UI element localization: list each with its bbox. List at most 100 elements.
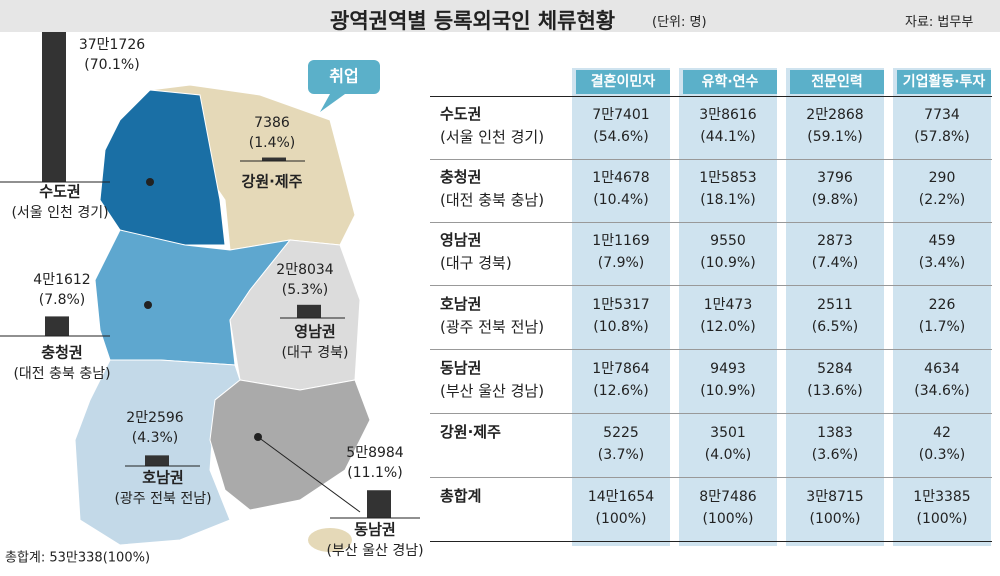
region-areas: (광주 전북 전남) [114,491,211,507]
marker [146,178,154,186]
source: 자료: 법무부 [905,15,974,30]
region-name: 수도권 [39,183,80,201]
region-value: 5만8984 [346,445,404,461]
region-name: 강원·제주 [242,173,303,191]
region-name: 동남권 [354,521,395,539]
cell-share: (100%) [595,511,647,527]
cell-value: 2511 [817,297,853,313]
row-areas: (서울 인천 경기) [440,128,545,146]
row-areas: (광주 전북 전남) [440,318,545,336]
cell-value: 1만5317 [592,297,650,313]
region-chungcheong [94,229,292,366]
row-name: 충청권 [440,168,482,186]
title: 광역권역별 등록외국인 체류현황 [330,9,616,33]
cell-value: 1383 [817,425,853,441]
tag-bubble [308,60,380,94]
row-name: 호남권 [440,295,482,313]
row-areas: (대구 경북) [440,254,512,272]
cell-value: 7만7401 [592,107,650,123]
region-areas: (부산 울산 경남) [326,543,423,559]
cell-share: (57.8%) [914,129,970,145]
cell-value: 4634 [924,361,960,377]
rule [430,159,992,160]
region-bar [367,490,391,518]
cell-value: 5225 [603,425,639,441]
jeju [308,528,352,552]
region-honam [74,359,241,546]
column-header: 전문인력 [790,70,884,94]
region-bar [42,32,66,182]
region-value: 2만8034 [276,262,334,278]
cell-share: (2.2%) [918,192,966,208]
region-bar [262,157,286,161]
cell-value: 5284 [817,361,853,377]
region-name: 영남권 [294,323,335,341]
region-dongnam [209,379,371,511]
cell-share: (0.3%) [918,447,966,463]
cell-share: (100%) [916,511,968,527]
row-name: 총합계 [440,487,482,505]
region-share: (7.8%) [39,292,86,308]
cell-value: 1만5853 [699,170,757,186]
column-header: 결혼이민자 [576,70,670,94]
cell-share: (3.7%) [597,447,645,463]
cell-value: 9493 [710,361,746,377]
marker [144,301,152,309]
cell-share: (4.0%) [704,447,752,463]
cell-share: (44.1%) [700,129,756,145]
row-name: 영남권 [440,231,482,249]
cell-share: (9.8%) [811,192,859,208]
cell-value: 459 [928,233,956,249]
tag-pointer [320,94,345,112]
cell-share: (3.6%) [811,447,859,463]
region-value: 7386 [254,115,290,131]
map: 취업 총합계: 53만338(100%) 37만1726 (70.1%) 수도권 (서… [0,32,424,566]
total: 총합계: 53만338(100%) [5,551,150,566]
cell-share: (10.9%) [700,383,756,399]
column-bg [572,68,670,546]
cell-share: (7.4%) [811,255,859,271]
rule [430,413,992,414]
tag: 취업 [329,67,358,86]
leader-line [257,436,361,513]
cell-value: 1만7864 [592,361,650,377]
cell-value: 3501 [710,425,746,441]
region-areas: (대전 충북 충남) [13,366,110,382]
region-share: (1.4%) [249,135,296,151]
column-bg [679,68,777,546]
title-bar [0,0,1000,32]
cell-value: 3만8715 [806,489,864,505]
cell-value: 42 [933,425,951,441]
cell-share: (100%) [702,511,754,527]
cell-value: 2873 [817,233,853,249]
cell-value: 1만3385 [913,489,971,505]
row-name: 강원·제주 [440,423,501,441]
cell-value: 3796 [817,170,853,186]
region-bar [145,455,169,466]
region-share: (5.3%) [282,282,329,298]
row-areas: (부산 울산 경남) [440,382,545,400]
cell-value: 1만473 [703,297,753,313]
row-name: 수도권 [440,105,482,123]
cell-share: (1.7%) [918,319,966,335]
region-share: (11.1%) [347,465,402,481]
cell-value: 2만2868 [806,107,864,123]
rule [430,96,992,97]
rule [430,222,992,223]
cell-value: 290 [928,170,956,186]
cell-value: 14만1654 [587,489,655,505]
rule [430,285,992,286]
row-areas: (대전 충북 충남) [440,191,545,209]
column-bg [893,68,991,546]
cell-share: (6.5%) [811,319,859,335]
cell-value: 1만1169 [592,233,650,249]
region-name: 호남권 [142,469,183,487]
row-name: 동남권 [440,359,482,377]
region-areas: (대구 경북) [282,345,349,361]
region-share: (70.1%) [84,57,139,73]
cell-share: (13.6%) [807,383,863,399]
region-share: (4.3%) [132,430,179,446]
column-header: 기업활동·투자 [897,70,991,94]
rule [430,349,992,350]
